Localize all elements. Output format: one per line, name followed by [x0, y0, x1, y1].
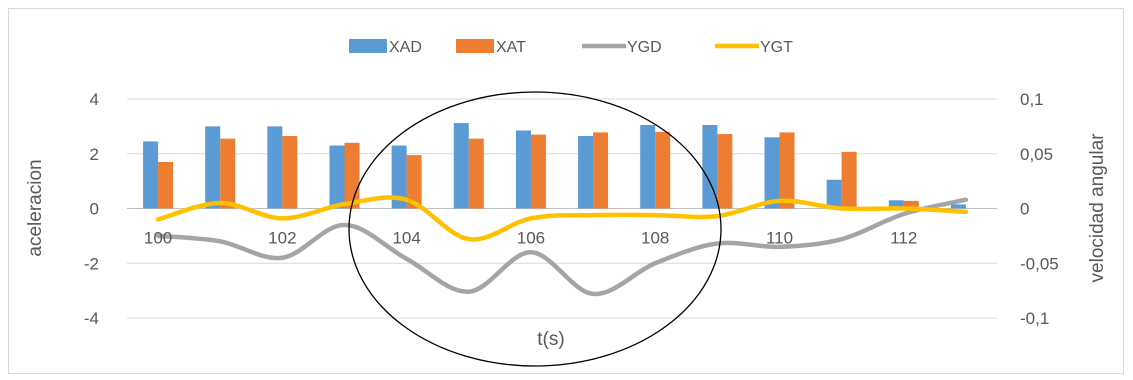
bar-xat	[779, 132, 795, 209]
y-tick-label-right: -0,05	[1020, 254, 1059, 273]
line-ygt	[155, 195, 969, 242]
bar-xat	[220, 138, 236, 209]
bar-xat	[593, 132, 609, 209]
bar-xad	[267, 126, 283, 209]
y-tick-label-right: -0,1	[1020, 309, 1049, 328]
bar-xad	[826, 179, 842, 209]
x-tick-label: 108	[641, 229, 669, 248]
combo-chart: 4 2 0 -2 -4 0,1 0,05 0 -0,05 -0,1 100 102 104 106 108 1…	[25, 39, 1108, 367]
bar-xad	[702, 125, 718, 209]
x-tick-label: 112	[890, 229, 917, 248]
bar-xad	[950, 204, 966, 209]
chart-frame: 4 2 0 -2 -4 0,1 0,05 0 -0,05 -0,1 100 102 104 106 108 1…	[8, 8, 1124, 374]
legend-label-ygd: YGD	[627, 39, 662, 56]
y-tick-label-left: 4	[90, 90, 99, 109]
tick-labels: 4 2 0 -2 -4 0,1 0,05 0 -0,05 -0,1 100 102 104 106 108 1…	[84, 90, 1059, 328]
bar-xat	[655, 131, 671, 209]
bar-xad	[205, 126, 221, 209]
line-ygd	[155, 197, 969, 297]
bar-xat	[406, 155, 422, 209]
bar-xad	[453, 123, 469, 209]
y-axis-title-right: velocidad angular	[1087, 133, 1108, 283]
bar-xat	[282, 135, 298, 209]
y-tick-label-left: -2	[84, 254, 99, 273]
y-tick-label-left: 2	[90, 145, 99, 164]
bar-xat	[903, 200, 919, 209]
bar-xad	[515, 130, 531, 209]
legend-swatch-xat	[456, 39, 494, 53]
legend-label-xat: XAT	[496, 39, 526, 56]
y-axis-title-left: aceleracion	[25, 159, 46, 256]
highlight-ellipse	[348, 91, 722, 367]
y-tick-label-left: -4	[84, 309, 99, 328]
legend: XAD XAT YGD YGT	[349, 39, 793, 56]
bar-xad	[578, 135, 594, 209]
bar-xat	[717, 134, 733, 209]
bar-xad	[143, 141, 159, 209]
bar-xat	[158, 161, 174, 209]
bar-xat	[344, 142, 360, 209]
bar-xad	[391, 145, 407, 209]
x-tick-label: 106	[517, 229, 545, 248]
legend-label-ygt: YGT	[760, 39, 793, 56]
bar-xad	[764, 137, 780, 209]
x-axis-title: t(s)	[537, 329, 564, 350]
bar-xad	[888, 200, 904, 209]
x-tick-label: 100	[144, 229, 172, 248]
bar-xat	[468, 138, 484, 209]
bar-xat	[841, 151, 857, 209]
legend-swatch-xad	[349, 39, 387, 53]
x-tick-label: 110	[766, 229, 793, 248]
y-tick-label-left: 0	[90, 200, 99, 219]
legend-label-xad: XAD	[389, 39, 422, 56]
line-series	[155, 195, 969, 297]
bar-xad	[640, 125, 656, 209]
y-tick-label-right: 0,05	[1020, 145, 1053, 164]
x-tick-label: 104	[392, 229, 420, 248]
x-tick-label: 102	[268, 229, 296, 248]
bar-series	[143, 123, 966, 209]
y-tick-label-right: 0,1	[1020, 90, 1044, 109]
bar-xat	[530, 134, 546, 209]
bar-xad	[329, 145, 345, 209]
y-tick-label-right: 0	[1020, 200, 1029, 219]
